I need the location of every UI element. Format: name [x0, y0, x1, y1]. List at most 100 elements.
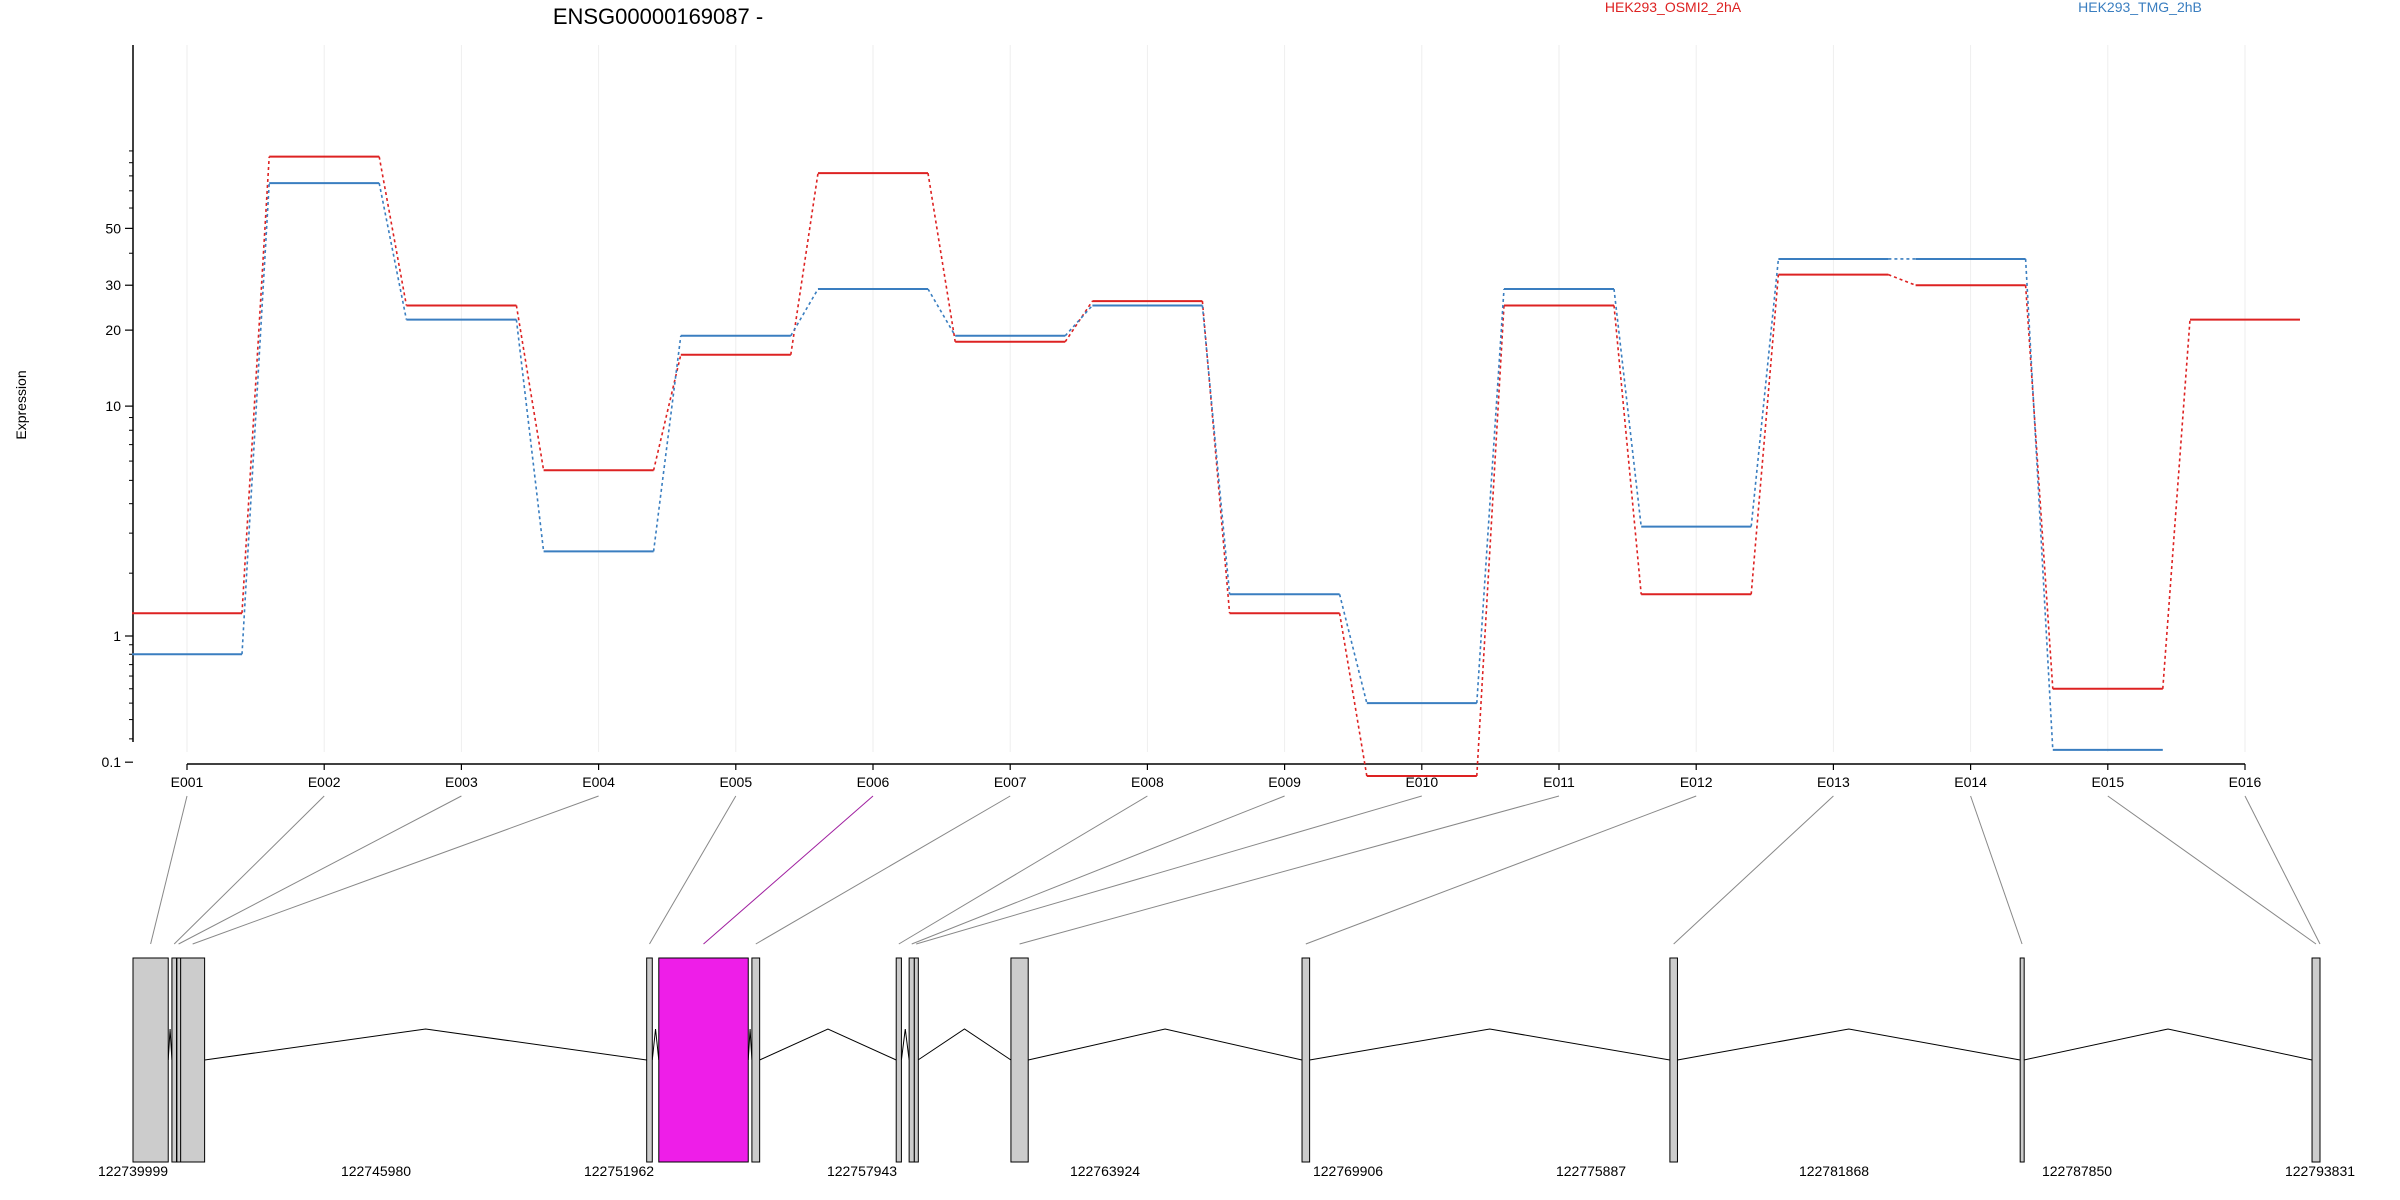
- series-connector: [1750, 274, 1780, 595]
- exon-connectors: [150, 795, 2321, 945]
- x-tick-label-e004: E004: [582, 774, 615, 790]
- series-connector: [378, 182, 408, 320]
- x-tick-label-e014: E014: [1954, 774, 1987, 790]
- genomic-tick-label: 122793831: [2285, 1163, 2355, 1179]
- series-connector: [241, 183, 270, 655]
- exon-e012: [1301, 957, 1311, 1163]
- series-layer: [132, 155, 2300, 777]
- series-connector: [2024, 258, 2054, 750]
- legend-series-a: HEK293_OSMI2_2hA: [1605, 0, 1742, 15]
- gene-model: [132, 957, 2321, 1163]
- x-tick-label-e011: E011: [1543, 774, 1575, 790]
- connector-e013: [1673, 795, 1834, 945]
- intron: [651, 1028, 660, 1061]
- exon-e015: [2311, 957, 2321, 1163]
- y-tick-label: 1: [113, 628, 121, 644]
- series-connector: [515, 319, 545, 552]
- x-tick-label-e003: E003: [445, 774, 478, 790]
- intron: [1028, 1028, 1303, 1061]
- series-connector: [1888, 273, 1916, 286]
- connector-e004: [192, 795, 599, 945]
- x-tick-label-e005: E005: [719, 774, 752, 790]
- series-connector: [790, 288, 819, 337]
- series-connector: [1476, 288, 1505, 704]
- intron: [917, 1028, 1012, 1061]
- series-connector: [241, 156, 270, 614]
- series-connector: [1338, 594, 1368, 704]
- connector-e016: [2244, 795, 2321, 945]
- intron: [1309, 1028, 1670, 1061]
- genomic-tick-label: 122739999: [98, 1163, 168, 1179]
- series-connector: [1064, 304, 1093, 337]
- x-tick-label-e007: E007: [994, 774, 1027, 790]
- x-tick-label-e012: E012: [1680, 774, 1713, 790]
- exon-e013: [1669, 957, 1678, 1163]
- connector-e001: [150, 795, 188, 945]
- series-connector: [1613, 288, 1642, 527]
- x-tick-label-e002: E002: [308, 774, 341, 790]
- series-connector: [515, 305, 545, 471]
- intron: [167, 1028, 173, 1061]
- x-tick-label-e008: E008: [1131, 774, 1164, 790]
- connector-e009: [911, 795, 1285, 945]
- y-tick-label: 0.1: [102, 754, 122, 770]
- series-HEK293_OSMI2_2hA: [132, 155, 2300, 777]
- genomic-axis: 122739999 122745980 122751962 122757943 1227…: [98, 1163, 2355, 1179]
- connector-e015: [2107, 795, 2317, 945]
- series-connector: [790, 173, 819, 355]
- series-connector: [378, 156, 408, 306]
- intron: [747, 1028, 753, 1061]
- exon-e004: [180, 957, 206, 1163]
- x-tick-label-e013: E013: [1817, 774, 1850, 790]
- intron: [2023, 1028, 2313, 1061]
- y-axis: 0.1 1 10 20 30 50: [102, 45, 134, 770]
- series-connector: [652, 354, 682, 471]
- exon-e008: [895, 957, 902, 1163]
- exon-e001: [132, 957, 169, 1163]
- connector-e005: [649, 795, 737, 945]
- y-tick-label: 20: [105, 322, 121, 338]
- exon-e014: [2019, 957, 2025, 1163]
- gridlines: [186, 45, 2246, 752]
- connector-e014: [1970, 795, 2023, 945]
- legend-series-b: HEK293_TMG_2hB: [2078, 0, 2202, 15]
- x-tick-label-e010: E010: [1405, 774, 1438, 790]
- connector-e008: [898, 795, 1148, 945]
- intron: [900, 1028, 910, 1061]
- connector-e010: [916, 795, 1422, 945]
- chart-title: ENSG00000169087 -: [553, 4, 763, 29]
- series-connector: [2024, 285, 2054, 689]
- exon-e010: [913, 957, 919, 1163]
- genomic-tick-label: 122769906: [1313, 1163, 1383, 1179]
- exon-e002: [171, 957, 178, 1163]
- exon-e011: [1010, 957, 1029, 1163]
- connector-e003: [178, 795, 462, 945]
- intron: [1677, 1028, 2021, 1061]
- series-connector: [1613, 305, 1642, 595]
- y-tick-label: 30: [105, 277, 121, 293]
- exon-e006: [658, 957, 749, 1163]
- connector-e012: [1305, 795, 1697, 945]
- x-tick-label-e009: E009: [1268, 774, 1301, 790]
- connector-e006: [703, 795, 874, 945]
- x-tick-label-e015: E015: [2091, 774, 2124, 790]
- x-tick-label-e006: E006: [857, 774, 890, 790]
- connector-e002: [173, 795, 325, 945]
- series-connector: [927, 172, 956, 342]
- series-connector: [1338, 613, 1368, 777]
- series-connector: [2162, 319, 2191, 689]
- intron: [204, 1028, 647, 1061]
- exon-e007: [751, 957, 761, 1163]
- y-tick-label: 50: [105, 220, 121, 236]
- series-connector: [927, 288, 956, 337]
- connector-e011: [1019, 795, 1560, 945]
- x-tick-label-e001: E001: [171, 774, 204, 790]
- genomic-tick-label: 122757943: [827, 1163, 897, 1179]
- y-tick-label: 10: [105, 398, 121, 414]
- y-axis-label: Expression: [13, 370, 29, 439]
- series-connector: [1750, 258, 1780, 527]
- series-connector: [1476, 305, 1505, 776]
- genomic-tick-label: 122787850: [2042, 1163, 2112, 1179]
